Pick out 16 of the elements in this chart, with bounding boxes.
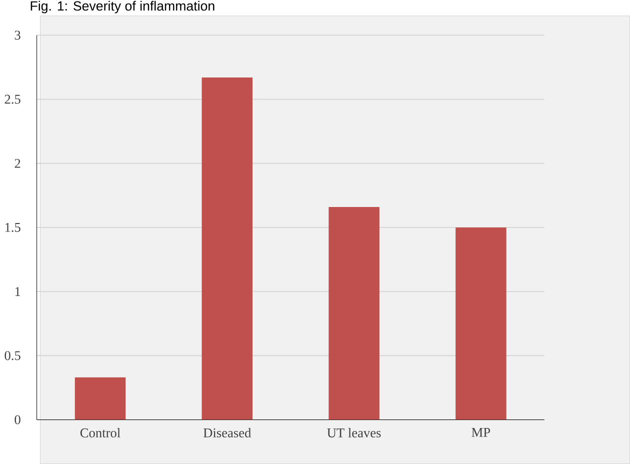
- x-tick-label: UT leaves: [327, 428, 381, 438]
- x-tick-label: MP: [472, 428, 490, 437]
- bar: [202, 77, 253, 420]
- bar: [328, 206, 380, 420]
- y-tick-label: 2.5: [4, 94, 20, 104]
- chart-title: Fig. 1: Severity of inflammation: [30, 0, 214, 14]
- y-tick-label: 3: [14, 30, 20, 40]
- y-tick-label: 0.5: [4, 351, 20, 360]
- y-tick-label: 2: [14, 158, 20, 168]
- y-tick-label: 0: [14, 415, 20, 424]
- x-tick-label: Control: [80, 428, 120, 438]
- bar: [456, 227, 506, 420]
- y-tick-label: 1.5: [5, 222, 20, 232]
- y-tick-label: 1: [15, 287, 20, 296]
- bar: [74, 377, 126, 420]
- x-tick-label: Diseased: [203, 428, 252, 438]
